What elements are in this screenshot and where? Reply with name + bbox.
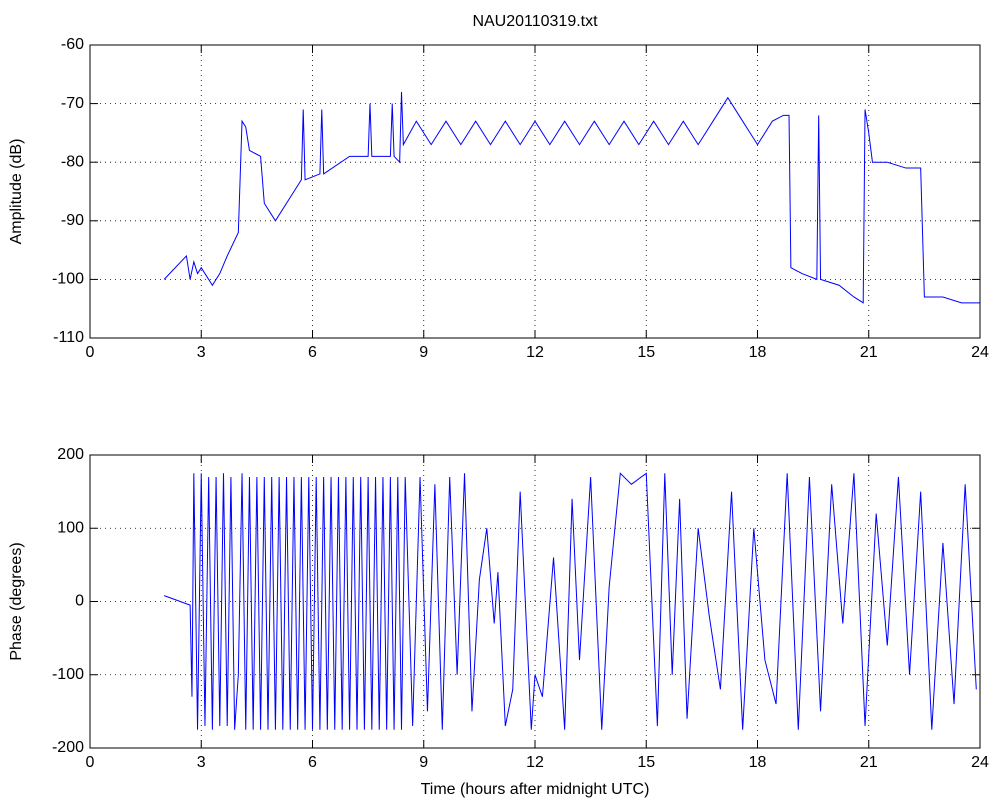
x-tick-label: 3 (197, 344, 206, 361)
y-tick-label: -70 (61, 95, 84, 112)
x-tick-label: 9 (419, 754, 428, 771)
data-line (163, 472, 977, 730)
y-axis-label: Phase (degrees) (8, 542, 25, 660)
x-tick-label: 3 (197, 754, 206, 771)
x-tick-label: 12 (526, 344, 544, 361)
chart-title: NAU20110319.txt (472, 13, 598, 30)
y-axis-label: Amplitude (dB) (8, 139, 25, 245)
x-tick-label: 0 (86, 754, 95, 771)
data-line (163, 91, 980, 304)
y-tick-label: 200 (57, 446, 84, 463)
x-tick-label: 24 (971, 344, 989, 361)
y-tick-label: -110 (53, 329, 84, 346)
x-tick-label: 6 (308, 344, 317, 361)
x-tick-label: 18 (749, 754, 767, 771)
x-tick-label: 6 (308, 754, 317, 771)
x-tick-label: 21 (860, 344, 878, 361)
x-tick-label: 21 (860, 754, 878, 771)
y-tick-label: -80 (61, 153, 84, 170)
y-tick-label: 0 (75, 593, 84, 610)
x-tick-label: 12 (526, 754, 544, 771)
x-tick-label: 15 (637, 754, 655, 771)
x-axis-label: Time (hours after midnight UTC) (421, 781, 650, 798)
x-tick-label: 18 (749, 344, 767, 361)
axes-box (89, 454, 981, 749)
x-tick-label: 15 (637, 344, 655, 361)
x-tick-label: 0 (86, 344, 95, 361)
y-tick-label: -90 (61, 212, 84, 229)
y-tick-label: -100 (52, 271, 84, 288)
x-tick-label: 9 (419, 344, 428, 361)
axes-box (89, 44, 981, 339)
x-tick-label: 24 (971, 754, 989, 771)
plot-area (90, 45, 980, 338)
y-tick-label: 100 (57, 519, 84, 536)
y-tick-label: -200 (52, 739, 84, 756)
y-tick-label: -60 (61, 36, 84, 53)
y-tick-label: -100 (52, 666, 84, 683)
